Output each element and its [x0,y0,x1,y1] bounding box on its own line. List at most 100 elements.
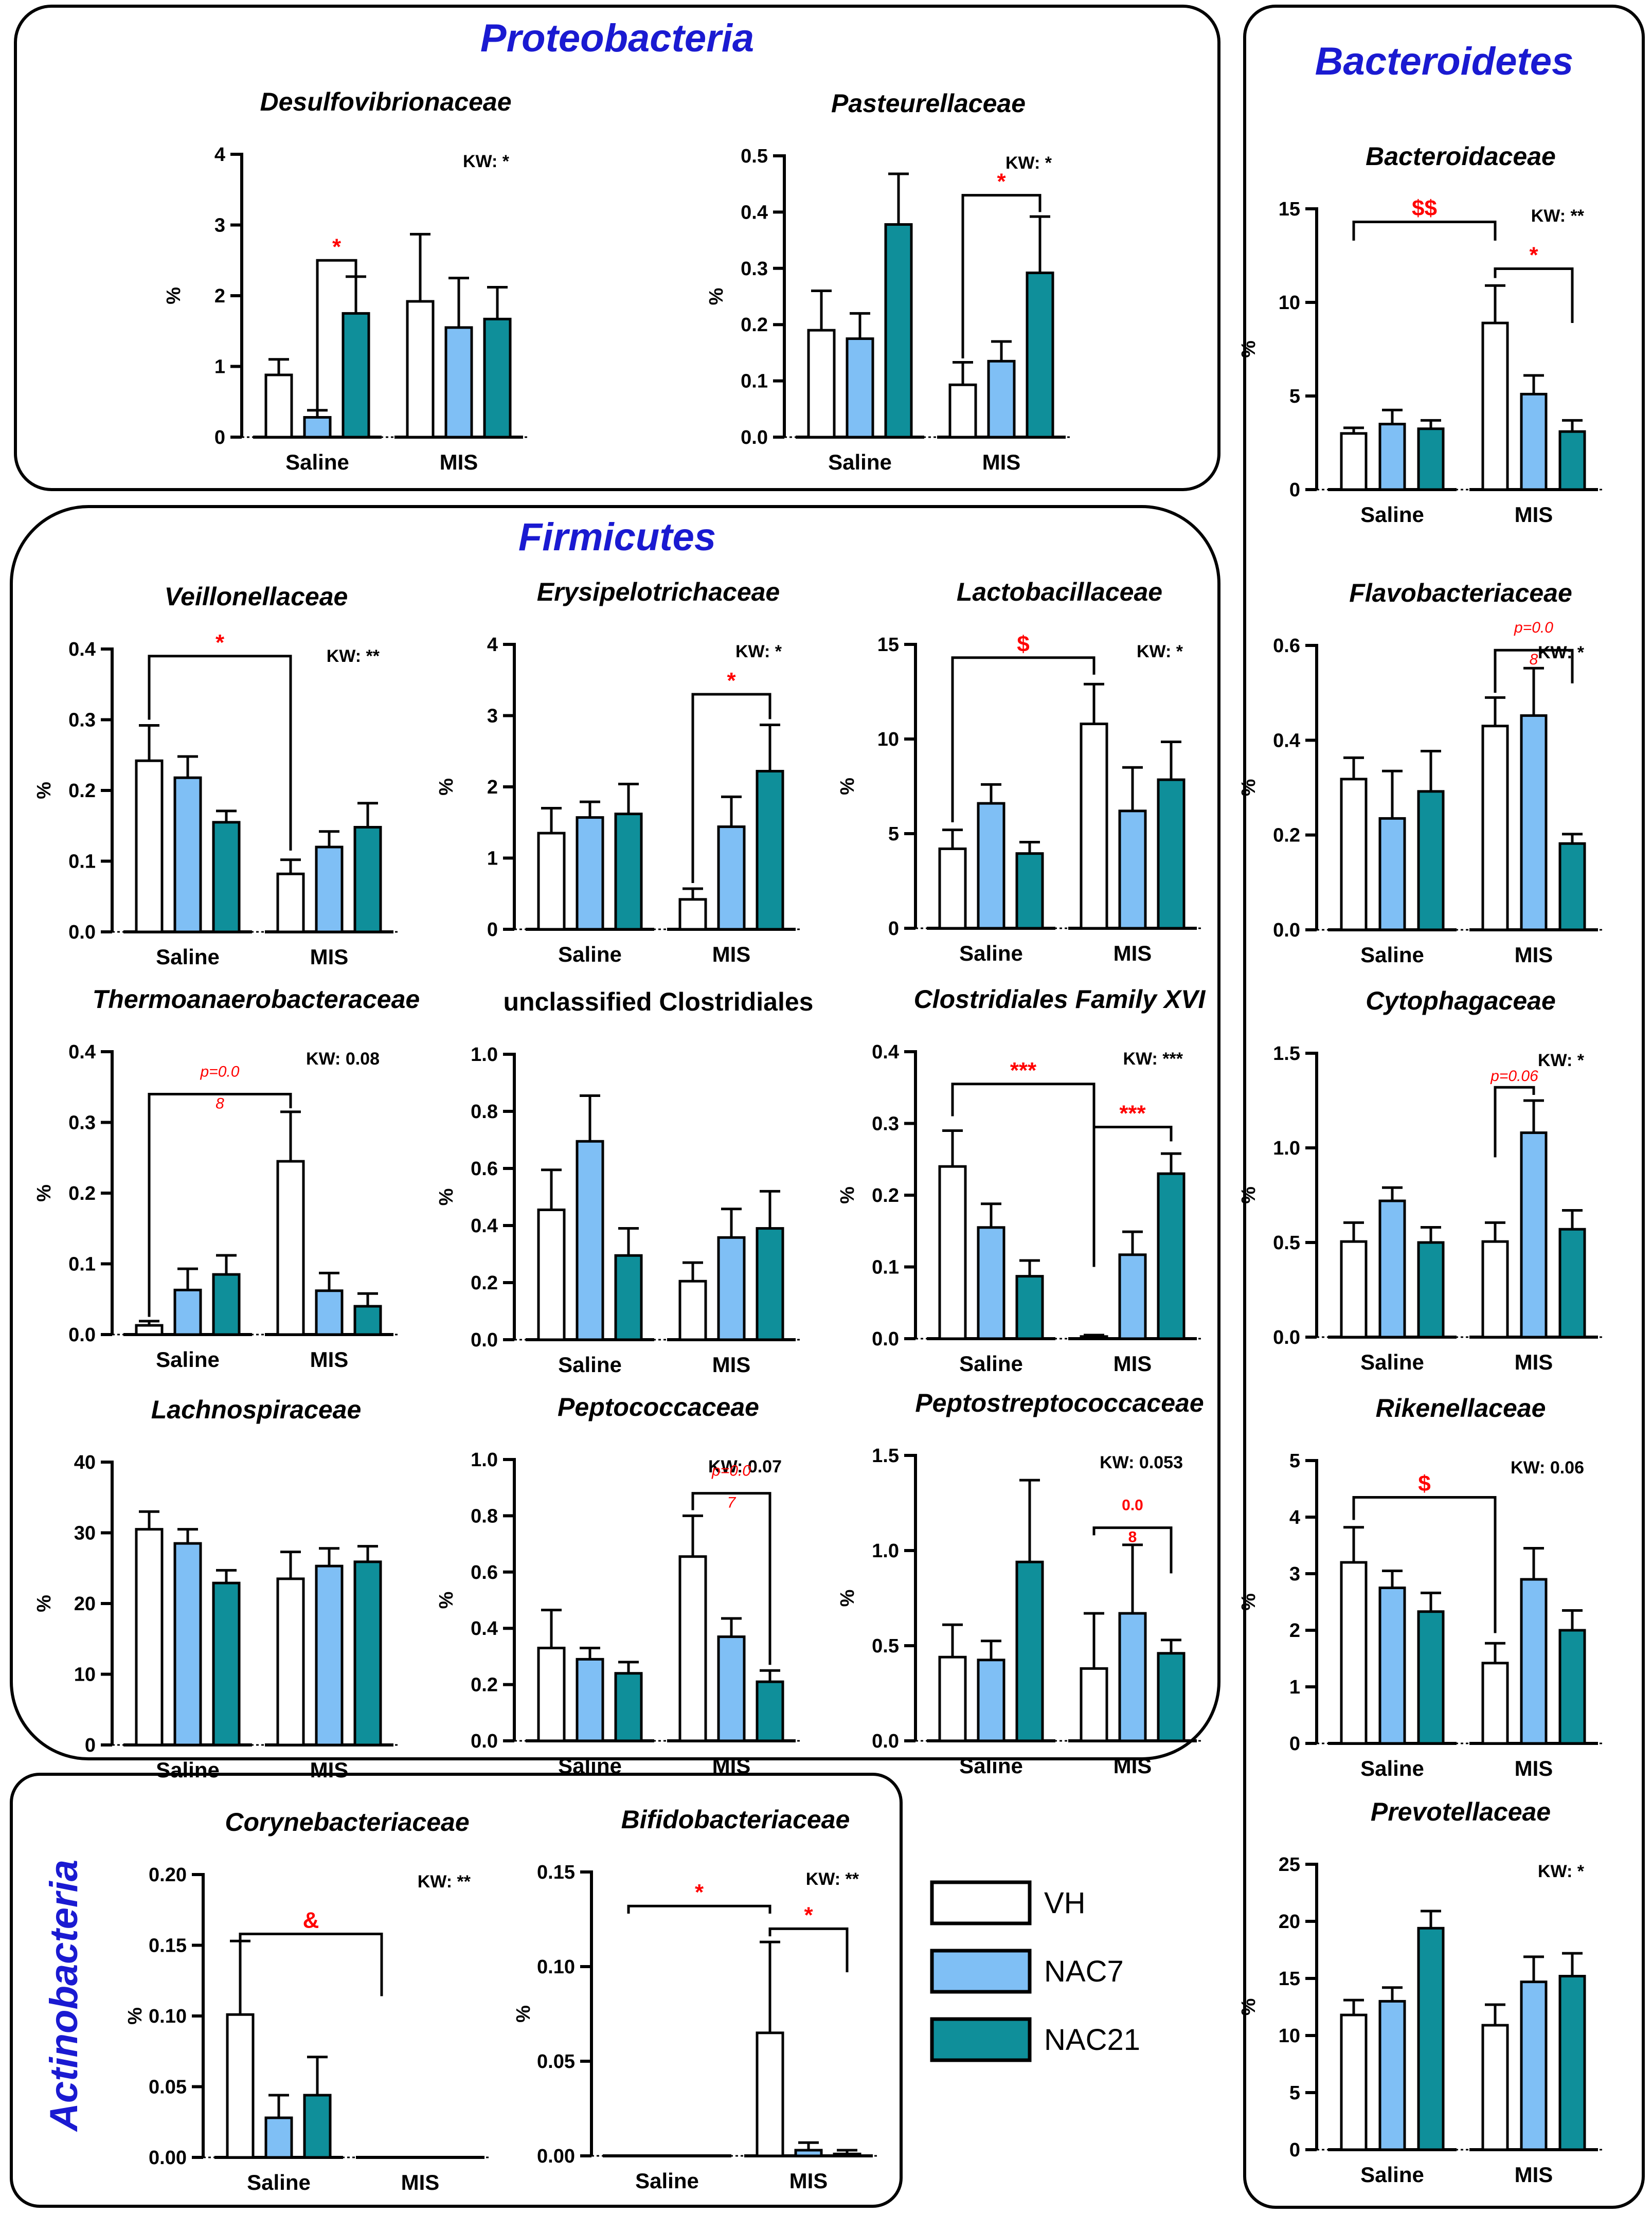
bar-nac7-mis [717,1635,746,1742]
bar-nac7-saline [173,1542,202,1746]
significance-label: $$ [1412,195,1437,221]
y-tick-label: 0.2 [741,314,768,336]
y-tick-label: 0.10 [149,2006,187,2027]
bar-nac7-mis [717,1236,746,1341]
group-border-actino [10,1773,903,2208]
group-title-proteo: Proteobacteria [480,16,754,60]
bar-vh-mis [1481,1240,1509,1339]
bar-nac21-mis [1558,1228,1586,1339]
kw-label: KW: * [1538,1862,1585,1881]
bar-nac7-saline [977,1226,1005,1340]
bar-vh-saline [938,847,967,930]
bar-nac21-mis [756,1680,784,1742]
y-tick-label: 10 [1279,2025,1300,2047]
x-category-label: MIS [1515,2163,1553,2187]
bar-vh-mis [948,383,977,439]
bar-nac21-saline [1015,1275,1044,1340]
chart-title: Desulfovibrionaceae [260,87,511,116]
kw-label: KW: 0.07 [708,1457,782,1476]
bar-vh-mis [1481,725,1509,931]
bar-nac7-saline [264,2116,293,2159]
y-tick-label: 1.5 [1273,1043,1300,1065]
x-category-label: MIS [401,2170,440,2194]
bar-nac7-saline [173,776,202,933]
y-tick-label: 5 [1289,1450,1300,1472]
x-category-label: MIS [1515,1350,1553,1374]
bar-nac7-saline [1378,1587,1406,1745]
bar-nac21-saline [1417,1610,1445,1745]
y-tick-label: 20 [1279,1911,1300,1933]
x-category-label: Saline [959,941,1023,965]
bar-nac7-mis [1520,1578,1548,1745]
y-tick-label: 10 [1279,292,1300,314]
chart-title: unclassified Clostridiales [504,987,814,1016]
y-tick-label: 0.6 [471,1158,498,1180]
y-tick-label: 0.2 [68,780,96,802]
legend-swatch-nac21 [930,2017,1032,2062]
chart-lachno: Lachnospiraceae% 0 10 20 30 40 Saline MIS [33,1395,400,1782]
x-category-label: Saline [1360,502,1424,527]
bar-vh-saline [135,1324,164,1336]
x-category-label: MIS [310,1758,349,1782]
x-category-label: MIS [1515,502,1553,527]
y-tick-label: 10 [74,1664,96,1686]
y-axis-label: % [706,288,727,305]
bar-nac7-mis [1118,1253,1147,1340]
kw-label: KW: *** [1123,1049,1183,1069]
y-tick-label: 0.4 [741,202,768,223]
y-tick-label: 40 [74,1452,96,1473]
bar-vh-mis [678,1555,707,1742]
group-panel-bact: Bacteroidetes [1243,5,1645,2209]
x-category-label: MIS [1114,1352,1152,1376]
bar-vh-mis [1481,2024,1509,2151]
y-tick-label: 0.0 [68,922,96,943]
chart-title: Veillonellaceae [165,582,348,611]
group-title-actino: Actinobacteria [42,1860,86,2132]
x-category-label: MIS [1114,1754,1152,1778]
x-category-label: MIS [310,1347,349,1372]
y-axis-label: % [1238,1186,1260,1204]
x-category-label: MIS [440,450,478,474]
chart-title: Bifidobacteriaceae [621,1805,850,1834]
y-tick-label: 0 [214,427,225,448]
bar-nac7-mis [315,845,344,933]
y-tick-label: 1 [487,848,498,870]
x-category-label: MIS [712,1353,751,1377]
bar-nac7-mis [1520,1131,1548,1339]
bar-vh-saline [537,1208,566,1341]
bar-nac7-saline [303,416,332,439]
y-tick-label: 0.4 [872,1041,899,1063]
y-tick-label: 0 [1289,2139,1300,2161]
kw-label: KW: * [1538,643,1585,662]
bar-vh-saline [938,1655,967,1742]
kw-label: KW: * [1137,642,1183,661]
y-axis-label: % [436,778,457,796]
kw-label: KW: 0.06 [1511,1458,1584,1478]
y-tick-label: 0 [888,918,899,940]
significance-label-line2: 8 [216,1095,224,1112]
kw-label: KW: ** [806,1869,859,1889]
chart-title: Thermoanaerobacteraceae [93,985,420,1014]
x-category-label: Saline [1360,943,1424,967]
bar-nac21-saline [303,2094,332,2159]
y-tick-label: 0 [1289,479,1300,501]
bar-nac21-mis [1558,1975,1586,2151]
significance-label: *** [1010,1058,1037,1083]
x-category-label: Saline [558,1353,622,1377]
bar-nac21-mis [1558,430,1586,491]
x-category-label: MIS [1114,941,1152,965]
y-axis-label: % [837,1186,858,1204]
group-panel-firm: Firmicutes [10,505,1220,1760]
chart-closxvi: Clostridiales Family XVI KW: ***% 0.0 0.1 0.… [837,985,1206,1376]
significance-bracket [316,259,357,412]
y-tick-label: 1.0 [1273,1138,1300,1159]
y-tick-label: 0.20 [149,1864,187,1886]
chart-unclclos: unclassified Clostridiales% 0.0 0.2 0.4 0.6 0… [436,987,813,1377]
bar-vh-mis [406,300,435,439]
x-category-label: MIS [310,945,349,969]
bar-nac7-mis [1118,809,1147,930]
y-axis-label: % [436,1188,457,1206]
y-tick-label: 0.1 [68,1254,96,1275]
legend-label-nac7: NAC7 [1044,1955,1124,1988]
bar-nac21-mis [1558,1629,1586,1745]
